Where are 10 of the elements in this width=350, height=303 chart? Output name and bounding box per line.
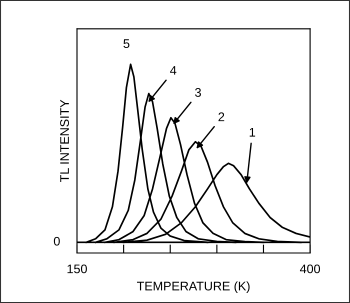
annotation: 5 xyxy=(123,39,130,48)
annotation: 4 xyxy=(170,66,176,75)
x-tick-label: 400 xyxy=(300,264,320,274)
annotation: 1 xyxy=(250,128,256,137)
annotation: 2 xyxy=(218,112,224,122)
x-axis-title: TEMPERATURE (K) xyxy=(137,281,250,293)
x-tick-label: 150 xyxy=(68,264,87,274)
y-axis-title: TL INTENSITY xyxy=(60,100,69,182)
annotation: 3 xyxy=(195,88,201,97)
text: 0 xyxy=(54,236,60,246)
